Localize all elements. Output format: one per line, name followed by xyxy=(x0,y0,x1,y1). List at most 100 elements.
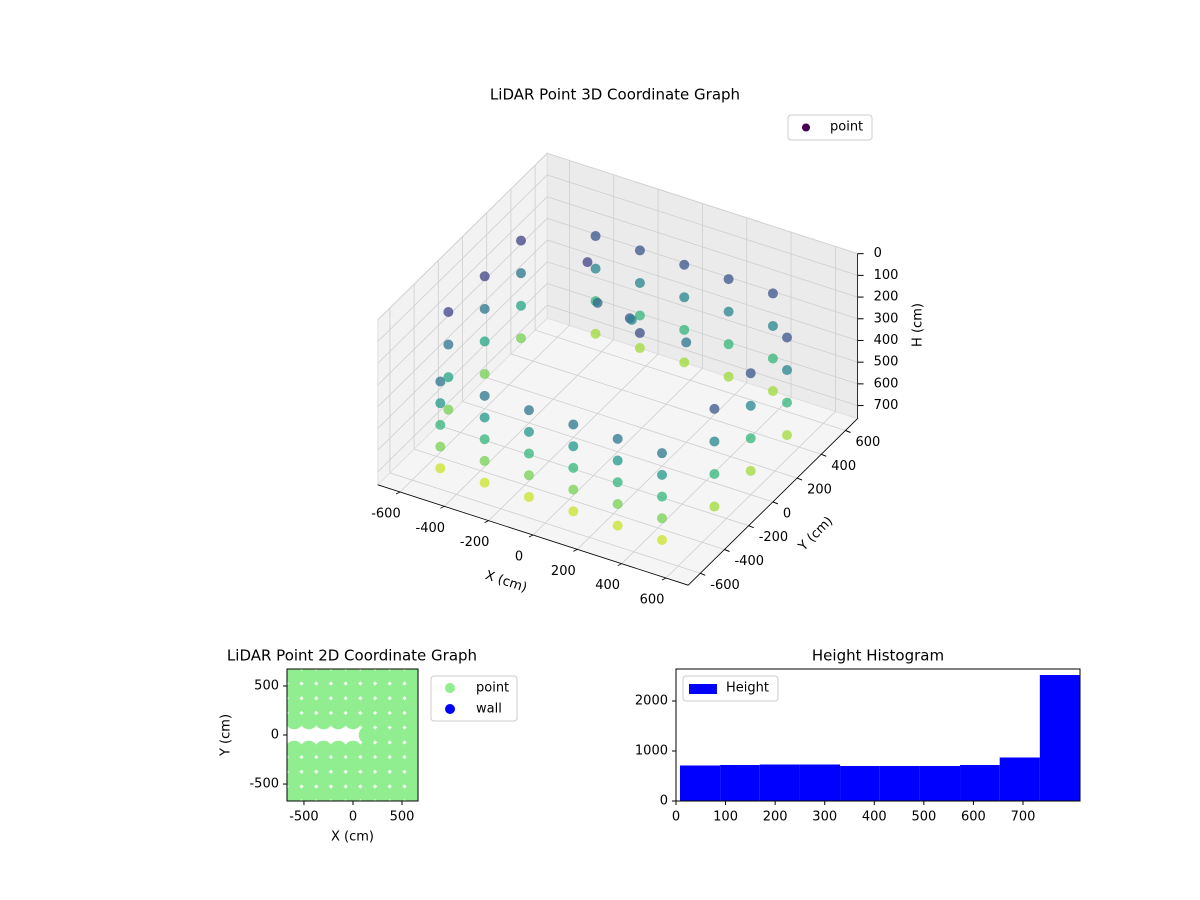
y-tick-label: -200 xyxy=(759,530,789,545)
point xyxy=(299,740,318,759)
point xyxy=(388,784,407,801)
point xyxy=(657,534,667,545)
point xyxy=(358,784,377,801)
point xyxy=(515,235,526,246)
point xyxy=(388,770,407,789)
y-tick-label: 0 xyxy=(271,728,279,743)
x-tick-label: 500 xyxy=(911,810,936,825)
point xyxy=(515,268,526,279)
point xyxy=(299,755,318,774)
point xyxy=(782,397,793,408)
point xyxy=(657,448,667,459)
point xyxy=(435,419,446,430)
axes-frame xyxy=(675,668,1081,802)
grid-line xyxy=(377,217,858,386)
point xyxy=(314,669,333,686)
point xyxy=(373,770,392,789)
axis-line xyxy=(687,418,858,586)
point xyxy=(479,434,490,445)
point xyxy=(329,711,348,730)
z-tick-label: 200 xyxy=(874,290,899,305)
tick-mark xyxy=(395,491,401,495)
grid-line xyxy=(377,174,858,342)
point xyxy=(329,755,348,774)
grid-line xyxy=(389,307,701,574)
point xyxy=(745,368,756,379)
point xyxy=(634,328,645,339)
point xyxy=(358,681,377,700)
point xyxy=(590,263,601,274)
legend-label: Height xyxy=(726,681,769,696)
tick-mark xyxy=(845,430,851,433)
grid-line xyxy=(413,284,725,550)
x-tick-label: 500 xyxy=(390,810,415,825)
point xyxy=(679,324,690,335)
tick-mark xyxy=(796,477,803,481)
point xyxy=(358,726,377,744)
legend-box xyxy=(682,675,779,702)
point xyxy=(314,755,333,774)
x-tick-label: 400 xyxy=(595,578,620,593)
point xyxy=(358,711,377,730)
tick-mark xyxy=(700,572,706,576)
point xyxy=(568,506,579,517)
y-tick-label: 200 xyxy=(807,483,832,498)
y-tick-label: 0 xyxy=(660,794,668,809)
point xyxy=(299,711,318,730)
point xyxy=(388,669,407,686)
point xyxy=(343,770,362,789)
grid-line xyxy=(488,189,659,521)
point xyxy=(479,303,490,314)
point xyxy=(402,696,418,715)
point xyxy=(479,455,490,466)
point xyxy=(402,740,418,759)
y-tick-label: -500 xyxy=(249,777,279,792)
point xyxy=(626,314,637,325)
y-tick-label: 2000 xyxy=(635,694,668,709)
bar xyxy=(840,766,880,801)
point xyxy=(435,463,446,474)
y-tick-label: 500 xyxy=(254,678,279,693)
point xyxy=(523,491,534,502)
point xyxy=(723,371,734,382)
point xyxy=(314,784,333,801)
point xyxy=(287,696,304,715)
point xyxy=(767,320,778,331)
y-tick-label: 1000 xyxy=(635,744,668,759)
tick-mark xyxy=(748,525,754,529)
point xyxy=(515,300,526,311)
point xyxy=(373,740,392,759)
grid-line xyxy=(377,152,858,321)
z-tick-label: 600 xyxy=(874,376,899,391)
point xyxy=(634,277,645,288)
point xyxy=(709,436,720,447)
tick-mark xyxy=(573,548,578,552)
point xyxy=(723,274,734,285)
y-tick-label: 600 xyxy=(855,435,880,450)
axis-line xyxy=(377,484,689,586)
point xyxy=(388,726,407,744)
point xyxy=(402,755,418,774)
point xyxy=(299,669,318,686)
grid-line xyxy=(399,160,570,493)
z-tick-label: 700 xyxy=(874,398,899,413)
point xyxy=(479,390,490,401)
y-tick-label: 400 xyxy=(831,459,856,474)
point xyxy=(523,448,534,459)
tick-mark xyxy=(528,534,534,538)
point xyxy=(329,681,348,700)
point xyxy=(745,400,756,411)
point xyxy=(679,259,690,270)
point xyxy=(287,669,304,686)
x-tick-label: -500 xyxy=(289,810,319,825)
point xyxy=(681,337,692,348)
point xyxy=(568,462,579,473)
point xyxy=(343,784,362,801)
z-tick-label: 400 xyxy=(874,333,899,348)
z-tick-label: 500 xyxy=(874,355,899,370)
point xyxy=(287,755,304,774)
grid-line xyxy=(621,232,792,564)
point xyxy=(314,681,333,700)
point xyxy=(634,343,645,354)
grid-line xyxy=(510,188,822,455)
